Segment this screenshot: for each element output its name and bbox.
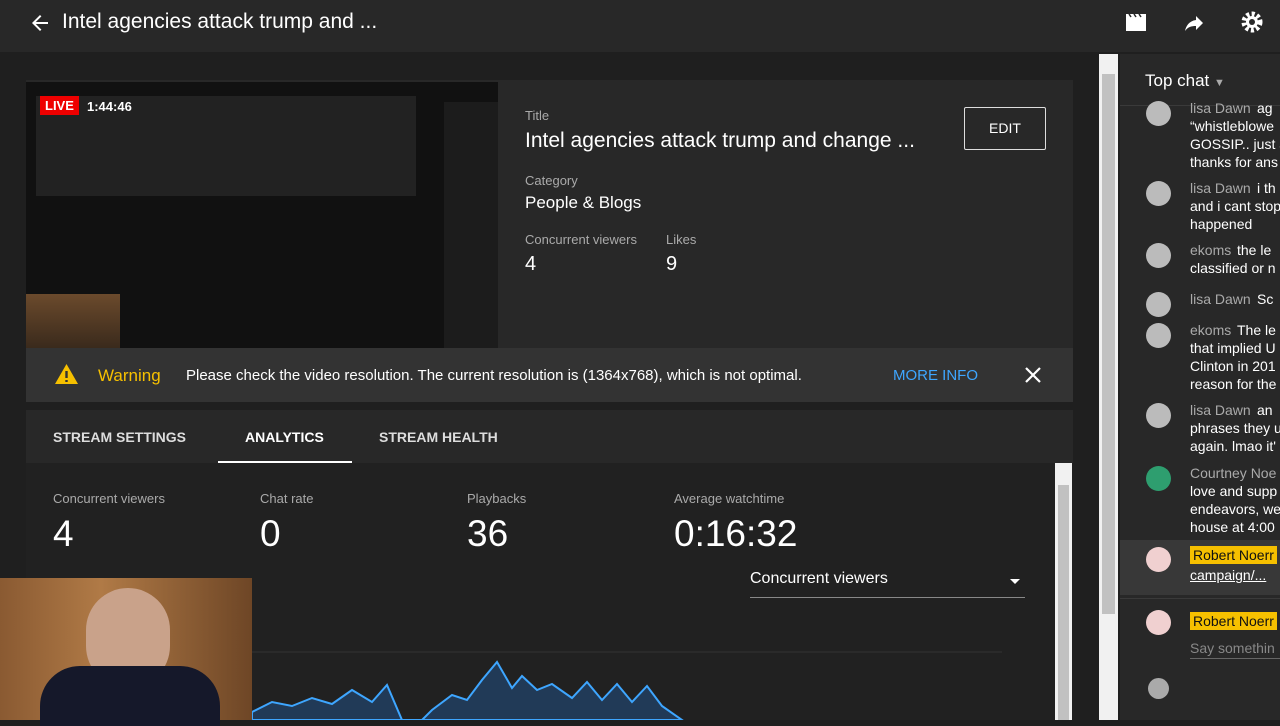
chat-text-line: classified or n [1190,260,1276,276]
category-label: Category [525,173,578,188]
dropdown-arrow [1010,579,1020,584]
chat-text-line: reason for the [1190,376,1277,392]
preview-chat [444,102,498,348]
emoji-button[interactable] [1148,678,1169,699]
webcam [0,578,252,726]
chat-avatar [1146,101,1171,126]
preview-webcam [26,294,120,348]
more-info-link[interactable]: MORE INFO [893,367,978,384]
chat-input[interactable]: Say somethin [1190,640,1280,659]
chat-text-line: again. lmao it' [1190,438,1276,454]
chat-author: ekoms [1190,242,1232,258]
metric-value: 4 [53,513,74,554]
back-button[interactable] [28,11,52,35]
tab-bar [26,410,1073,463]
chat-header[interactable]: Top chat ▼ [1145,71,1225,90]
chat-avatar [1146,547,1171,572]
chat-input-author: Robert Noerr [1190,612,1277,630]
chat-header-text: Top chat [1145,71,1210,90]
inner-scroll-thumb [1058,485,1069,720]
tab[interactable]: STREAM SETTINGS [53,429,187,445]
chat-avatar [1146,243,1171,268]
metric-label: Concurrent viewers [53,491,165,506]
chat-avatar [1146,403,1171,428]
metric-value: 0 [260,513,281,554]
page-scroll-thumb [1102,74,1115,614]
live-badge: LIVE [40,96,79,115]
close-warning[interactable] [1024,366,1042,384]
video-title: Intel agencies attack trump and change .… [525,129,915,152]
chat-avatar [1146,466,1171,491]
title-label: Title [525,108,550,123]
chat-text-line: thanks for ans [1190,154,1278,170]
metric-label: Chat rate [260,491,314,506]
chat-text: i th [1257,180,1276,196]
warning-message: Please check the video resolution. The c… [186,367,802,384]
chat-divider [1120,598,1280,599]
chat-text-line: endeavors, we [1190,501,1280,517]
chat-author: lisa Dawn [1190,100,1251,116]
chat-text: Sc [1257,291,1274,307]
chat-text-line: phrases they u [1190,420,1280,436]
chat-text-line: that implied U [1190,340,1276,356]
chat-avatar [1146,323,1171,348]
chat-text-line: house at 4:00 [1190,519,1275,535]
metric-label: Average watchtime [674,491,785,506]
warning-icon [55,364,78,384]
chat-avatar [1146,292,1171,317]
preview-screen [36,96,416,196]
stream-title: Intel agencies attack trump and ... [62,10,378,33]
chat-avatar [1146,181,1171,206]
chat-text: an [1257,402,1273,418]
preview [26,82,498,348]
warning-label: Warning [98,366,161,385]
dropdown-text: Concurrent viewers [750,570,888,587]
tab[interactable]: STREAM HEALTH [379,429,498,445]
chat-text-line: GOSSIP.. just a [1190,136,1280,152]
stat-value: 9 [666,253,678,275]
chat-text: the le [1237,242,1272,258]
chat-text-line: campaign/... [1190,567,1267,583]
chat-author: lisa Dawn [1190,402,1251,418]
warning-bar [26,348,1073,402]
category: People & Blogs [525,193,642,212]
chat-divider [1120,105,1280,106]
stat-label: Concurrent viewers [525,232,637,247]
share-icon[interactable] [1182,11,1206,35]
chat-text: ag [1257,100,1273,116]
analytics-graph [252,651,1002,720]
top-bar [0,0,1280,52]
webcam-shirt [40,666,220,726]
chat-text: The le [1237,322,1276,338]
chat-text-line: happened [1190,216,1253,232]
chat-author: Courtney Noe [1190,465,1277,481]
chat-input-avatar [1146,610,1171,635]
graph-line [252,660,684,720]
stat-label: Likes [666,232,697,247]
stat-value: 4 [525,253,537,275]
metric-value: 36 [467,513,509,554]
chat-author: lisa Dawn [1190,180,1251,196]
chat-text-line: Clinton in 201 [1190,358,1276,374]
chat-panel [1120,54,1280,720]
chat-text-line: love and supp [1190,483,1278,499]
tab-underline [218,461,352,463]
tab[interactable]: ANALYTICS [245,429,324,445]
chat-text-line: and i cant stop [1190,198,1280,214]
chat-author: lisa Dawn [1190,291,1251,307]
chat-text-line: “whistleblowe [1190,118,1275,134]
live-time: 1:44:46 [87,99,132,114]
settings-icon[interactable] [1240,10,1264,34]
chat-author: Robert Noerr [1190,546,1277,564]
edit-button[interactable]: EDIT [964,107,1046,150]
clapper-icon[interactable] [1124,11,1148,35]
metric-label: Playbacks [467,491,527,506]
metric-dropdown[interactable]: Concurrent viewers [750,570,1025,598]
metric-value: 0:16:32 [674,513,798,554]
chat-author: ekoms [1190,322,1232,338]
